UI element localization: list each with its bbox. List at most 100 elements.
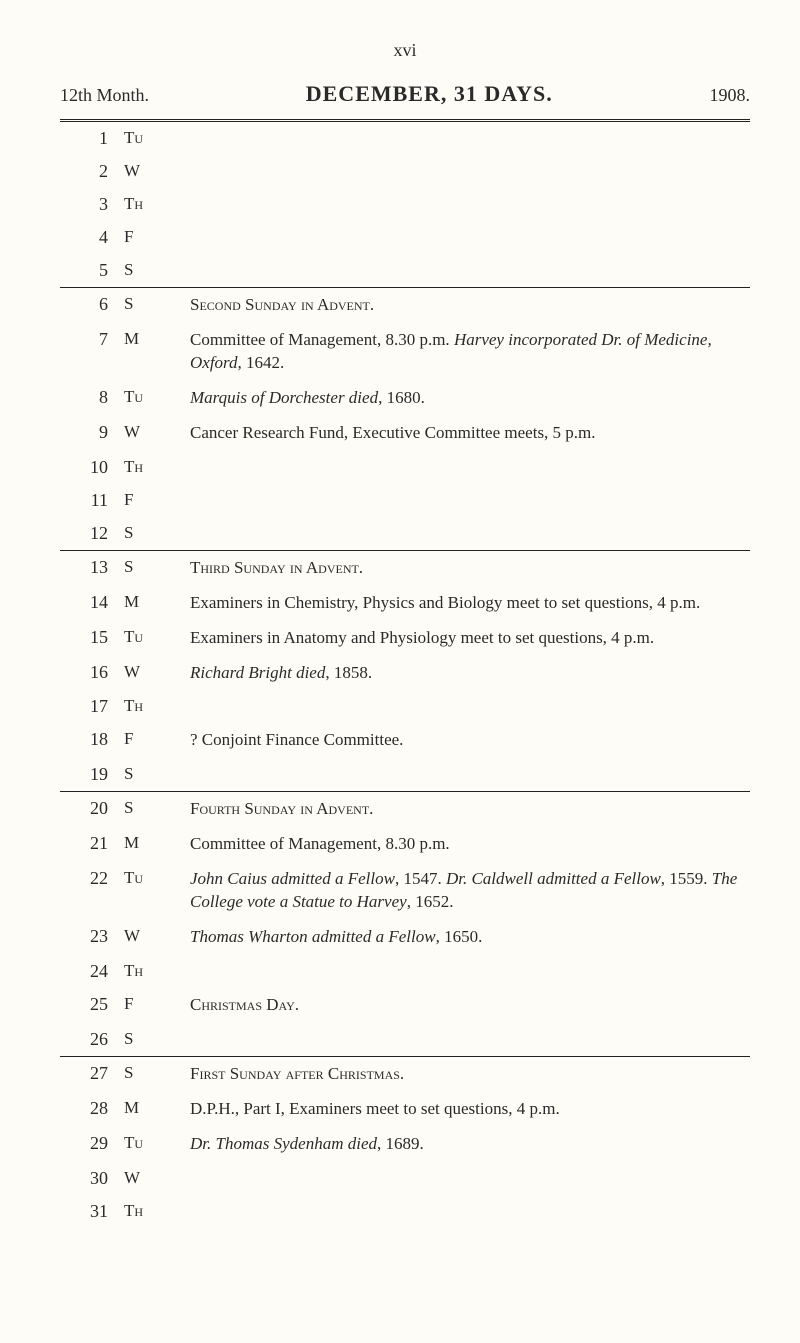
day-number: 23 bbox=[60, 920, 116, 955]
day-number: 16 bbox=[60, 656, 116, 691]
weekday: W bbox=[116, 1162, 182, 1195]
day-description bbox=[182, 690, 750, 723]
table-row: 21MCommittee of Management, 8.30 p.m. bbox=[60, 827, 750, 862]
day-number: 2 bbox=[60, 155, 116, 188]
day-description: Third Sunday in Advent. bbox=[182, 550, 750, 585]
weekday: S bbox=[116, 288, 182, 323]
day-description bbox=[182, 1023, 750, 1057]
table-row: 13SThird Sunday in Advent. bbox=[60, 550, 750, 585]
weekday: F bbox=[116, 723, 182, 758]
day-number: 18 bbox=[60, 723, 116, 758]
day-number: 11 bbox=[60, 484, 116, 517]
weekday: W bbox=[116, 656, 182, 691]
table-row: 27SFirst Sunday after Christmas. bbox=[60, 1057, 750, 1092]
weekday: F bbox=[116, 221, 182, 254]
day-number: 26 bbox=[60, 1023, 116, 1057]
table-row: 9WCancer Research Fund, Executive Commit… bbox=[60, 416, 750, 451]
day-number: 3 bbox=[60, 188, 116, 221]
day-number: 29 bbox=[60, 1127, 116, 1162]
day-number: 22 bbox=[60, 862, 116, 920]
day-description bbox=[182, 1162, 750, 1195]
table-row: 29TuDr. Thomas Sydenham died, 1689. bbox=[60, 1127, 750, 1162]
calendar-header: 12th Month. DECEMBER, 31 DAYS. 1908. bbox=[60, 81, 750, 107]
day-description: Thomas Wharton admitted a Fellow, 1650. bbox=[182, 920, 750, 955]
weekday: S bbox=[116, 792, 182, 827]
table-row: 2W bbox=[60, 155, 750, 188]
day-description: Fourth Sunday in Advent. bbox=[182, 792, 750, 827]
weekday: S bbox=[116, 1057, 182, 1092]
day-description bbox=[182, 451, 750, 484]
day-number: 10 bbox=[60, 451, 116, 484]
table-row: 22TuJohn Caius admitted a Fellow, 1547. … bbox=[60, 862, 750, 920]
table-row: 14MExaminers in Chemistry, Physics and B… bbox=[60, 586, 750, 621]
table-row: 28MD.P.H., Part I, Examiners meet to set… bbox=[60, 1092, 750, 1127]
day-number: 25 bbox=[60, 988, 116, 1023]
day-number: 13 bbox=[60, 550, 116, 585]
table-row: 6SSecond Sunday in Advent. bbox=[60, 288, 750, 323]
day-description bbox=[182, 955, 750, 988]
day-number: 17 bbox=[60, 690, 116, 723]
weekday: F bbox=[116, 988, 182, 1023]
day-description bbox=[182, 221, 750, 254]
day-number: 6 bbox=[60, 288, 116, 323]
weekday: S bbox=[116, 517, 182, 551]
table-row: 16WRichard Bright died, 1858. bbox=[60, 656, 750, 691]
header-year: 1908. bbox=[710, 85, 751, 106]
weekday: Th bbox=[116, 690, 182, 723]
weekday: Tu bbox=[116, 621, 182, 656]
weekday: Tu bbox=[116, 1127, 182, 1162]
table-row: 7MCommittee of Management, 8.30 p.m. Har… bbox=[60, 323, 750, 381]
table-row: 8TuMarquis of Dorchester died, 1680. bbox=[60, 381, 750, 416]
weekday: S bbox=[116, 550, 182, 585]
weekday: Th bbox=[116, 451, 182, 484]
day-description bbox=[182, 1195, 750, 1228]
day-description: D.P.H., Part I, Examiners meet to set qu… bbox=[182, 1092, 750, 1127]
day-number: 8 bbox=[60, 381, 116, 416]
weekday: Th bbox=[116, 188, 182, 221]
day-description bbox=[182, 517, 750, 551]
day-number: 24 bbox=[60, 955, 116, 988]
day-description: Marquis of Dorchester died, 1680. bbox=[182, 381, 750, 416]
weekday: Tu bbox=[116, 121, 182, 156]
day-number: 28 bbox=[60, 1092, 116, 1127]
table-row: 26S bbox=[60, 1023, 750, 1057]
day-description: John Caius admitted a Fellow, 1547. Dr. … bbox=[182, 862, 750, 920]
day-description bbox=[182, 484, 750, 517]
day-description bbox=[182, 155, 750, 188]
table-row: 19S bbox=[60, 758, 750, 792]
table-row: 30W bbox=[60, 1162, 750, 1195]
header-month-ordinal: 12th Month. bbox=[60, 85, 149, 106]
day-number: 4 bbox=[60, 221, 116, 254]
weekday: F bbox=[116, 484, 182, 517]
page-number: xvi bbox=[60, 40, 750, 61]
day-description: First Sunday after Christmas. bbox=[182, 1057, 750, 1092]
day-description: ? Conjoint Finance Committee. bbox=[182, 723, 750, 758]
weekday: S bbox=[116, 758, 182, 792]
day-number: 14 bbox=[60, 586, 116, 621]
weekday: W bbox=[116, 416, 182, 451]
day-description: Examiners in Anatomy and Physiology meet… bbox=[182, 621, 750, 656]
day-description: Second Sunday in Advent. bbox=[182, 288, 750, 323]
weekday: Th bbox=[116, 955, 182, 988]
weekday: M bbox=[116, 1092, 182, 1127]
table-row: 10Th bbox=[60, 451, 750, 484]
table-row: 18F? Conjoint Finance Committee. bbox=[60, 723, 750, 758]
weekday: Tu bbox=[116, 862, 182, 920]
table-row: 24Th bbox=[60, 955, 750, 988]
table-row: 17Th bbox=[60, 690, 750, 723]
table-row: 5S bbox=[60, 254, 750, 288]
day-description: Christmas Day. bbox=[182, 988, 750, 1023]
day-number: 19 bbox=[60, 758, 116, 792]
day-description: Examiners in Chemistry, Physics and Biol… bbox=[182, 586, 750, 621]
day-number: 31 bbox=[60, 1195, 116, 1228]
day-number: 27 bbox=[60, 1057, 116, 1092]
weekday: S bbox=[116, 1023, 182, 1057]
day-description bbox=[182, 121, 750, 156]
day-description bbox=[182, 758, 750, 792]
day-description: Cancer Research Fund, Executive Committe… bbox=[182, 416, 750, 451]
table-row: 20SFourth Sunday in Advent. bbox=[60, 792, 750, 827]
day-description: Committee of Management, 8.30 p.m. Harve… bbox=[182, 323, 750, 381]
weekday: M bbox=[116, 827, 182, 862]
day-number: 5 bbox=[60, 254, 116, 288]
day-description bbox=[182, 254, 750, 288]
